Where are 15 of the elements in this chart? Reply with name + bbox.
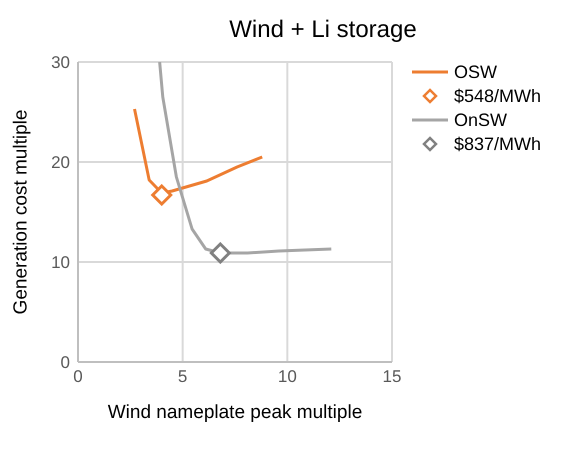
y-tick-label: 20 xyxy=(51,153,70,172)
legend-label: $548/MWh xyxy=(454,86,542,106)
x-tick-label: 0 xyxy=(73,367,83,386)
y-axis-title: Generation cost multiple xyxy=(10,110,32,314)
y-tick-label: 30 xyxy=(51,53,70,72)
legend-label: $837/MWh xyxy=(454,134,542,154)
y-tick-label: 10 xyxy=(51,253,70,272)
chart-title: Wind + Li storage xyxy=(228,15,418,45)
x-tick-label: 10 xyxy=(278,367,297,386)
x-tick-label: 15 xyxy=(382,367,402,386)
x-tick-label: 5 xyxy=(178,367,188,386)
legend-label: OSW xyxy=(454,62,497,82)
y-tick-label: 0 xyxy=(60,353,70,372)
x-axis-title: Wind nameplate peak multiple xyxy=(108,402,362,423)
legend-label: OnSW xyxy=(454,110,508,130)
